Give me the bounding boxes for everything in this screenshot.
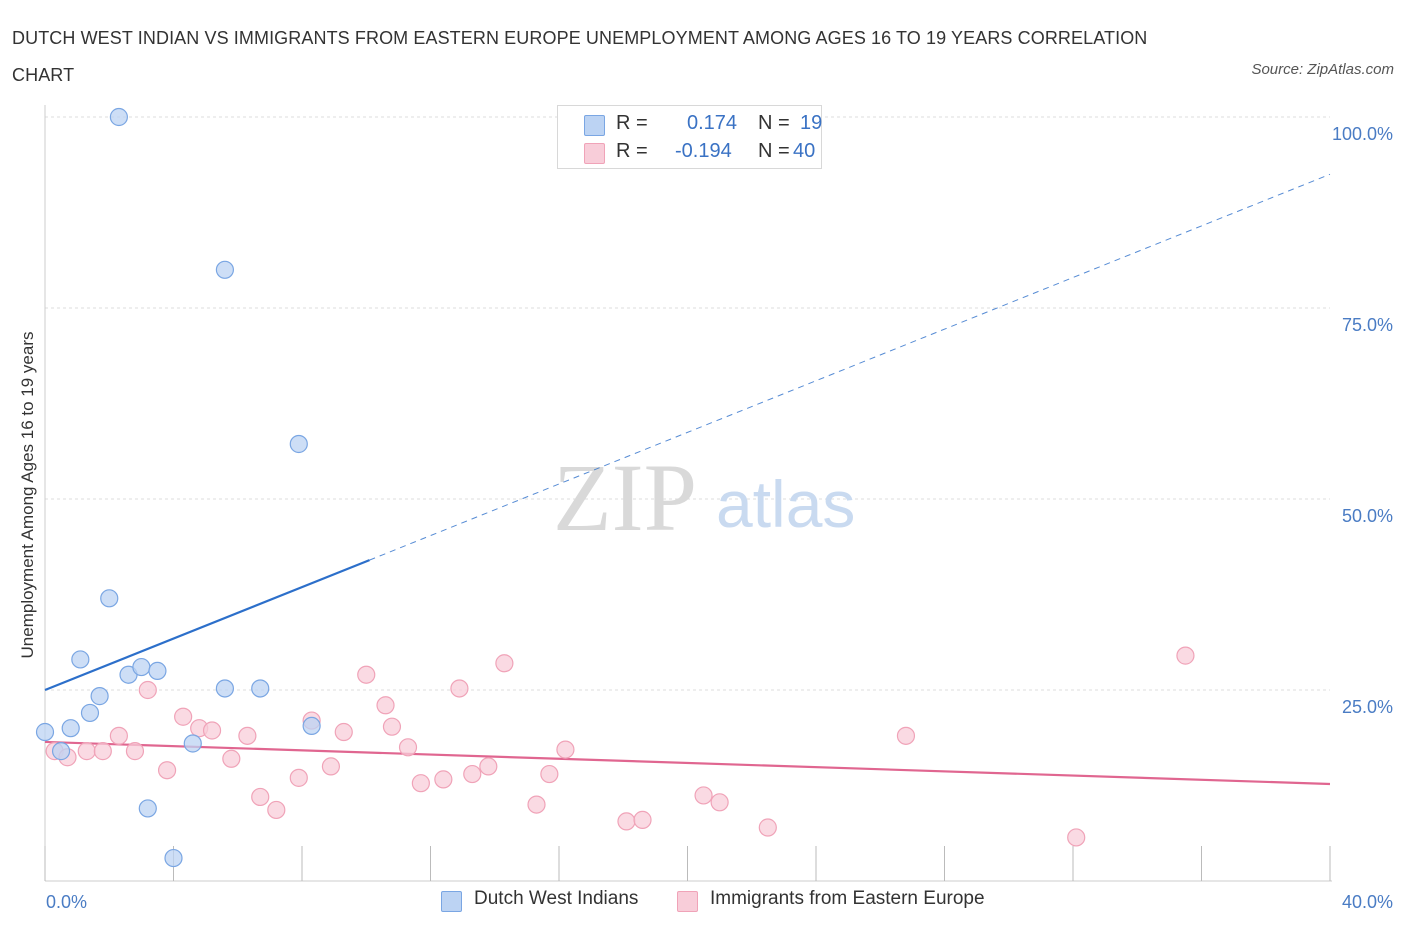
point-eastern-europe: [694, 786, 713, 805]
point-eastern-europe: [556, 740, 575, 759]
point-eastern-europe: [896, 726, 916, 745]
point-eastern-europe: [495, 654, 514, 673]
point-eastern-europe: [93, 742, 112, 761]
point-eastern-europe: [202, 721, 222, 740]
axes: [44, 105, 1332, 882]
point-eastern-europe: [633, 810, 652, 829]
point-eastern-europe: [450, 679, 469, 698]
n-value: 19: [800, 112, 823, 134]
legend-swatch-blue: [584, 115, 605, 136]
point-eastern-europe: [376, 696, 395, 715]
point-eastern-europe: [617, 812, 636, 831]
point-eastern-europe: [321, 757, 341, 776]
point-eastern-europe: [138, 680, 157, 700]
point-eastern-europe: [758, 818, 777, 837]
point-eastern-europe: [1067, 828, 1086, 847]
x-tick-label: 0.0%: [46, 892, 87, 912]
gridlines: [45, 116, 1330, 691]
point-eastern-europe: [289, 768, 308, 787]
point-dutch-west-indian: [71, 650, 90, 669]
point-dutch-west-indian: [61, 719, 80, 738]
chart-source: Source: ZipAtlas.com: [1251, 61, 1394, 78]
point-dutch-west-indian: [215, 679, 234, 698]
point-dutch-west-indian: [100, 589, 119, 608]
trend-line-dutch: [44, 559, 370, 692]
chart-title: DUTCH WEST INDIAN VS IMMIGRANTS FROM EAS…: [12, 28, 1148, 85]
point-dutch-west-indian: [289, 434, 308, 454]
point-eastern-europe: [382, 717, 402, 736]
point-eastern-europe: [463, 764, 482, 784]
trend-line-extension: [369, 173, 1331, 561]
watermark-atlas: atlas: [716, 467, 855, 541]
y-tick-label: 50.0%: [1342, 506, 1393, 526]
n-label: N =: [758, 140, 790, 162]
point-dutch-west-indian: [51, 742, 71, 761]
r-value: -0.194: [675, 140, 732, 162]
point-eastern-europe: [1176, 646, 1195, 665]
point-dutch-west-indian: [215, 260, 234, 279]
point-eastern-europe: [540, 764, 559, 784]
y-tick-label: 100.0%: [1332, 124, 1393, 144]
stats-legend: R = 0.174 N = 19 R = -0.194 N = 40: [557, 105, 822, 169]
r-value: 0.174: [687, 112, 738, 134]
n-label: N =: [758, 112, 790, 134]
point-dutch-west-indian: [164, 848, 183, 868]
y-tick-label: 75.0%: [1342, 315, 1393, 335]
point-eastern-europe: [157, 761, 177, 780]
y-tick-label: 25.0%: [1342, 697, 1393, 717]
point-dutch-west-indian: [148, 661, 167, 681]
point-dutch-west-indian: [90, 687, 109, 706]
point-dutch-west-indian: [138, 799, 157, 818]
legend-swatch-pink: [584, 143, 605, 164]
point-eastern-europe: [251, 787, 270, 807]
trend-line-eastern-europe: [44, 740, 1331, 786]
point-dutch-west-indian: [35, 722, 55, 742]
point-eastern-europe: [434, 770, 453, 789]
trend-lines: [44, 173, 1331, 786]
r-label: R =: [616, 112, 648, 134]
legend-swatch-pink: [677, 891, 698, 912]
point-eastern-europe: [174, 707, 193, 726]
point-eastern-europe: [710, 793, 729, 812]
x-tick-label: 40.0%: [1342, 892, 1393, 912]
point-dutch-west-indian: [109, 107, 128, 127]
point-eastern-europe: [109, 726, 128, 745]
r-label: R =: [616, 140, 648, 162]
point-eastern-europe: [411, 774, 430, 793]
legend-label: Immigrants from Eastern Europe: [710, 888, 985, 909]
point-eastern-europe: [238, 726, 257, 745]
point-eastern-europe: [77, 742, 96, 761]
point-dutch-west-indian: [302, 716, 321, 736]
point-eastern-europe: [398, 738, 418, 757]
point-eastern-europe: [125, 742, 145, 761]
y-axis-label: Unemployment Among Ages 16 to 19 years: [18, 332, 37, 659]
n-value: 40: [793, 140, 816, 162]
point-dutch-west-indian: [80, 703, 100, 723]
data-points: [35, 107, 1195, 868]
point-eastern-europe: [357, 665, 376, 684]
watermark-zip: ZIP: [553, 444, 697, 551]
point-eastern-europe: [527, 795, 546, 814]
point-eastern-europe: [267, 800, 286, 820]
tick-labels: 25.0% 50.0% 75.0% 100.0% 0.0% 40.0%: [46, 124, 1393, 912]
point-eastern-europe: [479, 757, 498, 776]
legend-label: Dutch West Indians: [474, 888, 639, 909]
watermark: ZIP atlas: [553, 444, 855, 551]
point-dutch-west-indian: [132, 657, 151, 677]
legend-swatch-blue: [441, 891, 462, 912]
point-dutch-west-indian: [183, 734, 202, 753]
point-dutch-west-indian: [251, 679, 270, 698]
point-eastern-europe: [222, 749, 241, 768]
point-eastern-europe: [334, 722, 353, 742]
